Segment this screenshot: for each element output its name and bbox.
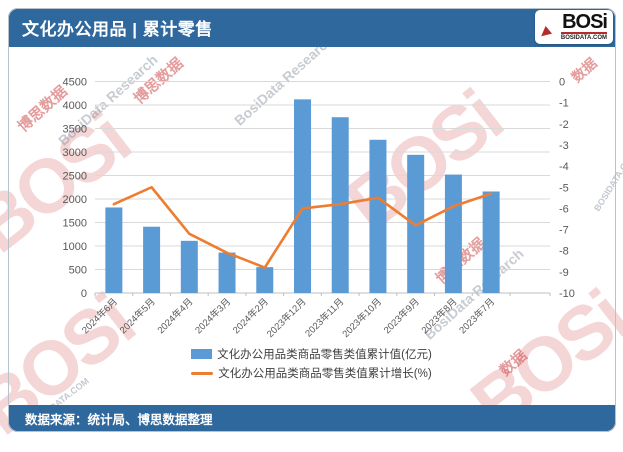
svg-text:-10: -10 xyxy=(559,288,575,300)
gridlines xyxy=(95,81,550,294)
svg-text:1500: 1500 xyxy=(63,218,87,230)
svg-text:-6: -6 xyxy=(559,203,569,215)
svg-text:2023年7月: 2023年7月 xyxy=(457,296,498,337)
footer-bar: 数据来源：统计局、博思数据整理 xyxy=(8,405,616,432)
legend-item-line: 文化办公用品类商品零售类值累计增长(%) xyxy=(191,365,432,381)
svg-text:-5: -5 xyxy=(559,182,569,194)
page-title: 文化办公用品 | 累计零售 xyxy=(22,20,213,39)
svg-text:-3: -3 xyxy=(559,140,569,152)
svg-text:2024年6月: 2024年6月 xyxy=(79,296,120,337)
line-series xyxy=(112,185,493,269)
data-source-text: 数据来源：统计局、博思数据整理 xyxy=(25,413,213,427)
bar-series-swatch xyxy=(191,349,213,359)
svg-text:0: 0 xyxy=(559,77,565,89)
svg-text:-1: -1 xyxy=(559,98,569,110)
svg-text:3500: 3500 xyxy=(63,124,87,136)
svg-text:-9: -9 xyxy=(559,267,569,279)
svg-text:0: 0 xyxy=(81,288,87,300)
svg-text:2000: 2000 xyxy=(63,194,87,206)
svg-text:2023年12月: 2023年12月 xyxy=(264,296,308,340)
bosi-logo: BOSi BOSIDATA.COM xyxy=(535,10,613,44)
svg-text:1000: 1000 xyxy=(63,241,87,253)
legend-label-bar: 文化办公用品类商品零售类值累计值(亿元) xyxy=(217,349,432,361)
legend-item-bar: 文化办公用品类商品零售类值累计值(亿元) xyxy=(191,346,432,362)
y-axis-right-labels: 0 -1 -2 -3 -4 -5 -6 -7 -8 -9 -10 xyxy=(559,77,575,301)
svg-text:4000: 4000 xyxy=(63,100,87,112)
svg-text:2500: 2500 xyxy=(63,171,87,183)
legend-label-line: 文化办公用品类商品零售类值累计增长(%) xyxy=(218,368,432,380)
svg-text:2024年5月: 2024年5月 xyxy=(117,296,158,337)
svg-text:-2: -2 xyxy=(559,119,569,131)
header-bar: 文化办公用品 | 累计零售 BOSi BOSIDATA.COM xyxy=(8,8,616,47)
svg-text:500: 500 xyxy=(69,265,87,277)
x-axis-labels: 2024年6月2024年5月2024年4月2024年3月2024年2月2023年… xyxy=(79,296,497,340)
x-axis-ticks xyxy=(94,293,551,296)
svg-text:4500: 4500 xyxy=(63,77,87,89)
chart-legend: 文化办公用品类商品零售类值累计值(亿元) 文化办公用品类商品零售类值累计增长(%… xyxy=(0,346,623,381)
svg-text:-8: -8 xyxy=(559,246,569,258)
svg-text:2023年10月: 2023年10月 xyxy=(340,296,384,340)
svg-text:2023年8月: 2023年8月 xyxy=(419,296,460,337)
svg-text:2023年9月: 2023年9月 xyxy=(381,296,422,337)
y-axis-left-labels: 0 500 1000 1500 2000 2500 3000 3500 4000 4500 xyxy=(63,77,87,301)
chart-canvas: 0 500 1000 1500 2000 2500 3000 3500 4000 4500 0 -1 -… xyxy=(63,77,575,340)
svg-text:2024年4月: 2024年4月 xyxy=(155,296,196,337)
svg-text:3000: 3000 xyxy=(63,147,87,159)
svg-text:2024年3月: 2024年3月 xyxy=(193,296,234,337)
bosi-logo-domain: BOSIDATA.COM xyxy=(560,32,607,41)
svg-text:-7: -7 xyxy=(559,225,569,237)
svg-text:-4: -4 xyxy=(559,161,569,173)
svg-text:2024年2月: 2024年2月 xyxy=(230,296,271,337)
line-series-swatch xyxy=(191,371,214,375)
bosi-logo-text: BOSi xyxy=(562,11,608,33)
bosi-logo-arrow-icon xyxy=(537,25,553,41)
page: BOSi BOSi BOSi BOSi 博思数据 博思数据 博思数据 数据 数据… xyxy=(0,8,623,451)
